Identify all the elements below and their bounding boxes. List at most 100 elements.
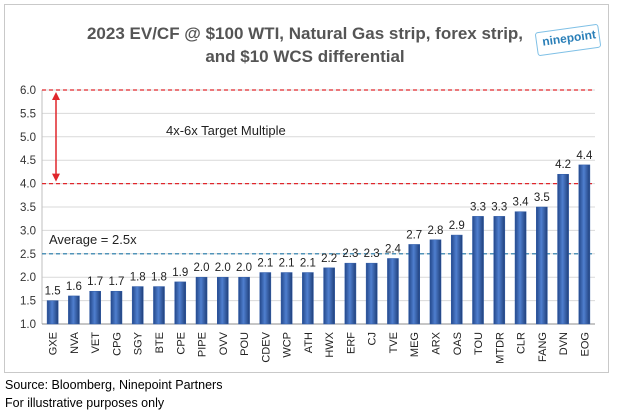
reference-lines	[42, 89, 595, 255]
x-tick-label: ARX	[430, 331, 442, 354]
x-tick-label: MEG	[409, 332, 421, 357]
x-tick-label: CDEV	[260, 331, 272, 362]
x-tick-label: CPE	[175, 332, 187, 355]
bar-clr	[514, 211, 527, 325]
bar-nva	[68, 295, 80, 325]
bar-dvn	[557, 173, 569, 325]
x-tick-label: ERF	[345, 332, 357, 354]
bar-hwx	[323, 267, 335, 325]
data-label: 4.4	[576, 150, 593, 162]
bar-cpg	[110, 290, 123, 325]
bar-cj	[365, 262, 378, 325]
data-label: 1.6	[66, 281, 82, 293]
data-label: 1.5	[45, 286, 61, 298]
x-tick-label: PIPE	[197, 332, 209, 357]
x-tick-label: BTE	[154, 332, 166, 353]
y-tick-label: 2.0	[20, 272, 36, 284]
bar-ath	[302, 272, 314, 325]
data-label: 1.8	[130, 272, 146, 284]
x-tick-label: WCP	[282, 332, 294, 358]
arrow-head-up	[52, 92, 60, 100]
x-tick-label: CJ	[367, 332, 379, 345]
y-tick-label: 4.5	[20, 155, 36, 167]
x-tick-label: TOU	[473, 332, 485, 355]
data-label: 3.3	[491, 201, 507, 213]
bar-fang	[536, 206, 548, 325]
bar-eog	[578, 164, 591, 325]
bar-mtdr	[493, 216, 506, 325]
x-tick-label: DVN	[558, 332, 570, 355]
x-tick-label: MTDR	[494, 332, 506, 364]
source-note: Source: Bloomberg, Ninepoint Partners	[5, 378, 223, 392]
bar-meg	[408, 244, 420, 325]
y-tick-label: 3.0	[20, 225, 36, 237]
bar-erf	[344, 262, 357, 325]
y-tick-label: 2.5	[20, 249, 36, 261]
data-label: 2.1	[279, 258, 295, 270]
data-label: 2.3	[342, 248, 358, 260]
data-label: 2.9	[449, 220, 465, 232]
bar-tve	[387, 258, 399, 325]
x-tick-label: OVV	[218, 331, 230, 355]
x-tick-label: EOG	[579, 332, 591, 356]
bar-vet	[89, 290, 101, 325]
y-tick-label: 3.5	[20, 202, 36, 214]
data-label: 1.8	[151, 272, 167, 284]
x-tick-label: HWX	[324, 331, 336, 357]
bar-pipe	[195, 276, 208, 325]
data-label: 2.1	[300, 258, 316, 270]
annotations: 4x-6x Target Multiple Average = 2.5x	[49, 92, 286, 247]
y-axis-ticks: 1.0 1.5 2.0 2.5 3.0 3.5 4.0 4.5 5.0 5.5 6.0	[20, 85, 36, 331]
bar-bte	[153, 286, 165, 325]
bar-tou	[472, 216, 484, 325]
data-label: 2.0	[194, 262, 210, 274]
bars	[46, 164, 591, 325]
x-tick-label: OAS	[452, 332, 464, 355]
average-annotation: Average = 2.5x	[49, 232, 137, 247]
data-label: 2.7	[406, 229, 422, 241]
arrow-head-down	[52, 173, 60, 182]
y-tick-label: 5.0	[20, 132, 36, 144]
y-tick-label: 1.0	[20, 319, 36, 331]
data-label: 1.7	[87, 276, 103, 288]
bar-ovv	[217, 276, 229, 325]
chart-title-line-2: and $10 WCS differential	[205, 47, 405, 66]
x-tick-label: TVE	[388, 332, 400, 353]
bar-sgy	[131, 286, 144, 325]
x-tick-label: FANG	[537, 332, 549, 362]
bar-chart: 1.0 1.5 2.0 2.5 3.0 3.5 4.0 4.5 5.0 5.5 6.0 1.5 1.6…	[20, 85, 595, 364]
data-label: 3.4	[513, 197, 530, 209]
x-tick-label: ATH	[303, 332, 315, 353]
bar-cdev	[259, 272, 272, 325]
data-label: 2.8	[427, 225, 443, 237]
x-tick-label: GXE	[48, 332, 60, 355]
data-label: 1.9	[172, 267, 188, 279]
x-tick-label: POU	[239, 332, 251, 356]
data-label: 2.1	[257, 258, 273, 270]
data-label: 2.0	[236, 262, 252, 274]
data-label: 3.5	[534, 192, 550, 204]
data-label: 2.0	[215, 262, 231, 274]
data-label: 3.3	[470, 201, 486, 213]
bar-oas	[450, 234, 463, 325]
x-tick-label: CPG	[111, 332, 123, 356]
chart-title-line-1: 2023 EV/CF @ $100 WTI, Natural Gas strip…	[86, 24, 524, 43]
x-tick-label: SGY	[133, 331, 145, 355]
data-label: 2.3	[364, 248, 380, 260]
data-label: 2.4	[385, 243, 402, 255]
x-tick-label: CLR	[516, 332, 528, 354]
data-labels: 1.5 1.6 1.7 1.7 1.8 1.8 1.9 2.0 2.0 2.0 2.1 2.1 2.1 2…	[45, 150, 593, 298]
target-annotation: 4x-6x Target Multiple	[166, 123, 286, 138]
y-tick-label: 5.5	[20, 108, 36, 120]
y-tick-label: 6.0	[20, 85, 36, 97]
illustrative-note: For illustrative purposes only	[5, 396, 165, 410]
x-tick-label: NVA	[69, 331, 81, 353]
bar-gxe	[46, 300, 59, 325]
bar-cpe	[174, 281, 187, 325]
bar-arx	[429, 239, 442, 325]
bar-pou	[238, 276, 250, 325]
chart-title: 2023 EV/CF @ $100 WTI, Natural Gas strip…	[70, 22, 540, 68]
data-label: 2.2	[321, 253, 337, 265]
x-axis-ticks: GXE NVA VET CPG SGY BTE CPE PIPE OVV POU CDEV WCP AT…	[48, 331, 592, 363]
y-tick-label: 4.0	[20, 179, 36, 191]
